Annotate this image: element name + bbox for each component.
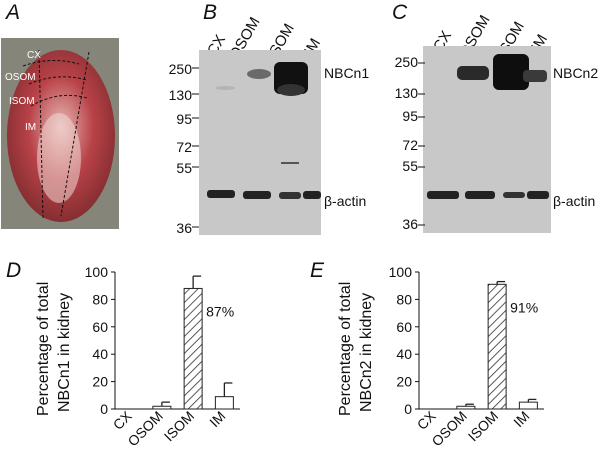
y-tick-label: 20 xyxy=(92,374,108,390)
band-label-nbcn1: NBCn1 xyxy=(324,65,370,81)
mw-c-95: 95 xyxy=(402,108,418,124)
mw-b-130: 130 xyxy=(168,87,192,103)
y-tick-label: 80 xyxy=(92,291,108,307)
x-tick-label-isom: ISOM xyxy=(161,408,198,445)
annotation-percent: 87% xyxy=(206,303,234,319)
x-tick-label-isom: ISOM xyxy=(465,408,502,445)
panel-label-a: A xyxy=(6,1,21,24)
band-label-bactin-b: β-actin xyxy=(324,193,367,209)
mw-b-55: 55 xyxy=(176,160,192,176)
y-tick-label: 40 xyxy=(92,346,108,362)
y-tick-label: 40 xyxy=(396,346,412,362)
panel-label-c: C xyxy=(392,1,408,24)
y-tick-label: 20 xyxy=(396,374,412,390)
zone-label-im: IM xyxy=(25,122,37,133)
bar-isom xyxy=(487,283,507,410)
x-tick-label-osom: OSOM xyxy=(428,408,470,450)
bar-im xyxy=(518,401,538,410)
mw-c-72: 72 xyxy=(402,137,418,153)
x-tick-label-osom: OSOM xyxy=(124,408,166,450)
zone-label-isom: ISOM xyxy=(9,96,35,107)
blot-nbcn1 xyxy=(199,50,321,235)
mw-b-250: 250 xyxy=(168,61,192,77)
panel-label-d: D xyxy=(6,259,22,282)
y-tick-label: 60 xyxy=(92,319,108,335)
mw-b-95: 95 xyxy=(176,111,192,127)
ylabel-d-line1: Percentage of total xyxy=(35,281,52,416)
ylabel-e-line1: Percentage of total xyxy=(337,281,354,416)
ylabel-d-line2: NBCn1 in kidney xyxy=(56,292,73,412)
y-tick-label: 80 xyxy=(396,291,412,307)
zone-label-osom: OSOM xyxy=(5,72,36,83)
ylabel-e-line2: NBCn2 in kidney xyxy=(358,292,375,412)
panel-label-b: B xyxy=(203,1,218,24)
bar-im xyxy=(214,396,234,410)
x-tick-label-cx: CX xyxy=(110,407,136,433)
annotation-percent: 91% xyxy=(510,299,538,315)
bar-osom xyxy=(152,405,172,410)
band-label-bactin-c: β-actin xyxy=(553,193,596,209)
mw-c-55: 55 xyxy=(402,158,418,174)
mw-c-250: 250 xyxy=(394,54,418,70)
y-tick-label: 60 xyxy=(396,319,412,335)
x-tick-label-cx: CX xyxy=(414,407,440,433)
bar-isom xyxy=(183,287,203,410)
mw-b-ticks xyxy=(192,67,199,228)
y-tick-label: 100 xyxy=(85,264,109,280)
y-tick-label: 0 xyxy=(404,401,412,417)
y-tick-label: 100 xyxy=(389,264,413,280)
x-tick-label-im: IM xyxy=(206,408,228,430)
blot-nbcn2 xyxy=(423,46,551,233)
x-tick-label-im: IM xyxy=(510,408,532,430)
kidney-photo: CX OSOM ISOM IM xyxy=(1,38,119,229)
zone-label-cx: CX xyxy=(27,50,41,61)
mw-c-130: 130 xyxy=(394,85,418,101)
mw-c-ticks xyxy=(418,62,425,226)
mw-b-36: 36 xyxy=(176,220,192,236)
mw-b-72: 72 xyxy=(176,139,192,155)
mw-c-36: 36 xyxy=(402,216,418,232)
panel-label-e: E xyxy=(310,259,325,282)
y-tick-label: 0 xyxy=(100,401,108,417)
bar-osom xyxy=(456,405,476,410)
band-label-nbcn2: NBCn2 xyxy=(553,65,599,81)
